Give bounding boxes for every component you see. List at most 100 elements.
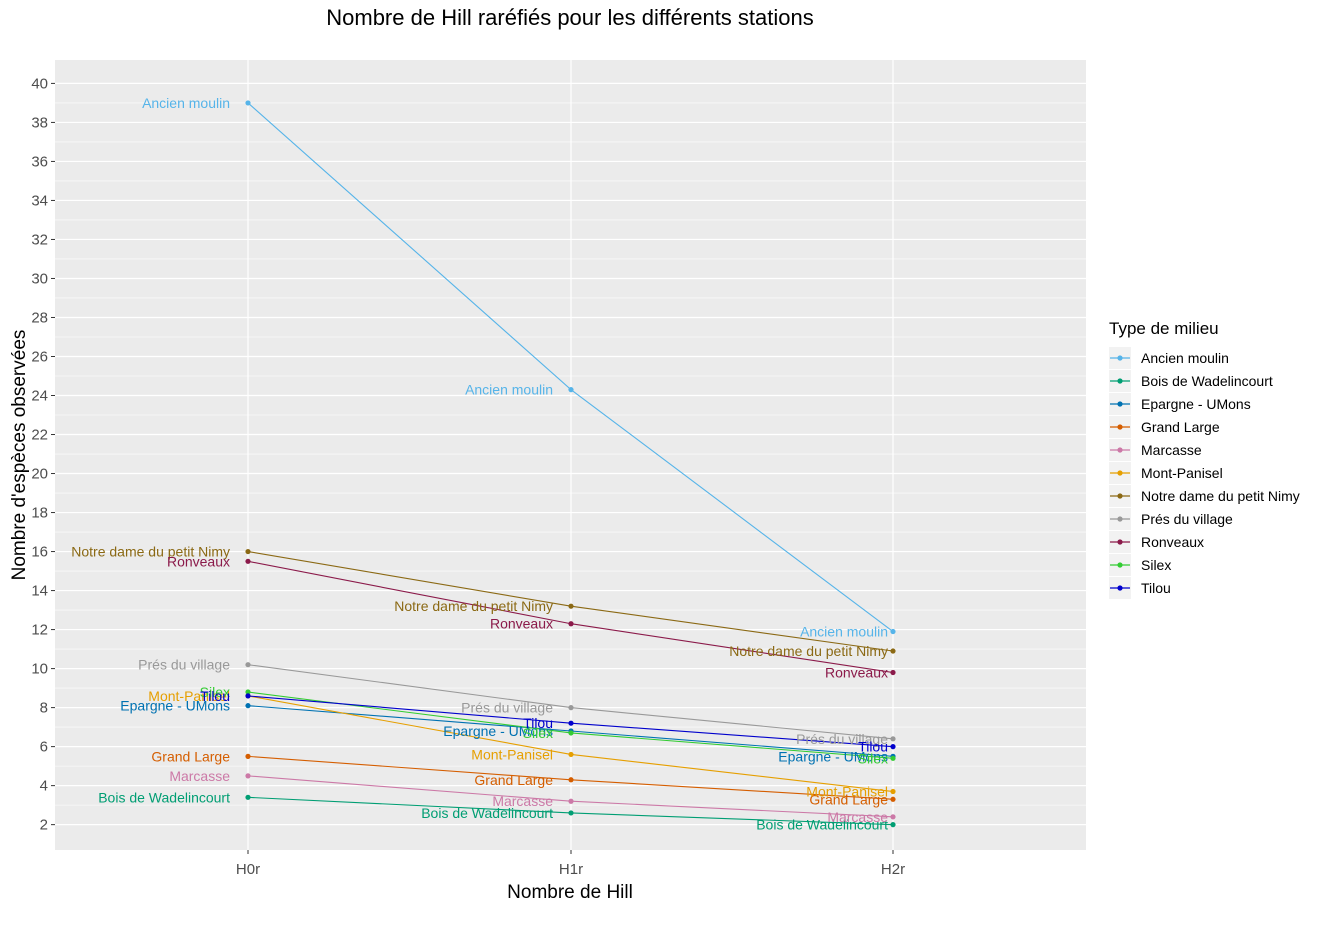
legend-label: Bois de Wadelincourt — [1141, 373, 1273, 389]
data-label: Prés du village — [796, 731, 888, 747]
data-point — [568, 603, 574, 609]
y-tick-label: 34 — [31, 192, 48, 209]
data-label: Ronveaux — [490, 616, 553, 632]
data-label: Notre dame du petit Nimy — [729, 643, 888, 659]
y-tick-label: 36 — [31, 153, 48, 170]
data-point — [245, 662, 251, 668]
y-tick-label: 14 — [31, 583, 48, 600]
y-tick-label: 24 — [31, 388, 48, 405]
y-tick-label: 26 — [31, 348, 48, 365]
data-point — [568, 720, 574, 726]
y-tick-label: 18 — [31, 505, 48, 522]
legend-item: Mont-Panisel — [1109, 462, 1223, 484]
data-point — [245, 753, 251, 759]
x-tick-label: H2r — [881, 861, 905, 878]
data-point — [568, 777, 574, 783]
legend-item: Silex — [1109, 554, 1171, 576]
legend-label: Tilou — [1141, 580, 1171, 596]
data-label: Epargne - UMons — [443, 723, 553, 739]
legend-item: Grand Large — [1109, 416, 1220, 438]
data-point — [568, 751, 574, 758]
data-point — [568, 730, 574, 736]
x-tick-label: H0r — [236, 861, 260, 878]
data-label: Grand Large — [809, 791, 888, 807]
data-label: Ronveaux — [167, 553, 230, 569]
legend-label: Grand Large — [1141, 419, 1220, 435]
data-point — [568, 810, 574, 816]
data-label: Marcasse — [827, 809, 888, 825]
data-label: Ancien moulin — [800, 624, 888, 640]
y-tick-label: 30 — [31, 270, 48, 287]
data-label: Ancien moulin — [142, 95, 230, 111]
data-point — [568, 387, 574, 393]
legend-key-point — [1117, 493, 1123, 499]
major-gridlines — [55, 60, 1086, 850]
data-point — [245, 558, 251, 564]
data-label: Marcasse — [492, 793, 553, 809]
data-label: Mont-Panisel — [471, 746, 553, 762]
data-point — [245, 773, 251, 779]
data-label: Silex — [858, 750, 888, 766]
data-label: Epargne - UMons — [120, 698, 230, 714]
y-axis-title: Nombre d'espèces observées — [9, 330, 30, 581]
data-point — [568, 621, 574, 627]
y-tick-label: 22 — [31, 427, 48, 444]
data-label: Prés du village — [461, 700, 553, 716]
x-axis: H0r H1r H2r — [236, 850, 905, 878]
y-tick-label: 20 — [31, 466, 48, 483]
legend-label: Prés du village — [1141, 511, 1233, 527]
data-point — [890, 788, 896, 795]
data-label: Tilou — [523, 715, 553, 731]
y-tick-label: 32 — [31, 231, 48, 248]
legend-label: Notre dame du petit Nimy — [1141, 488, 1300, 504]
data-point — [890, 669, 896, 676]
legend-label: Ronveaux — [1141, 534, 1204, 550]
legend-key-point — [1117, 401, 1123, 407]
y-tick-label: 10 — [31, 661, 48, 678]
legend-item: Marcasse — [1109, 439, 1202, 461]
y-tick-label: 28 — [31, 309, 48, 326]
data-point — [890, 822, 896, 828]
legend-key-point — [1117, 355, 1123, 361]
x-axis-title: Nombre de Hill — [507, 882, 633, 903]
data-point — [890, 744, 896, 750]
legend-label: Ancien moulin — [1141, 350, 1229, 366]
data-point — [245, 689, 251, 695]
data-label: Bois de Wadelincourt — [421, 805, 553, 821]
y-tick-label: 16 — [31, 544, 48, 561]
legend-label: Marcasse — [1141, 442, 1202, 458]
legend-key-point — [1117, 378, 1123, 384]
data-point — [245, 693, 251, 699]
legend-key-point — [1117, 539, 1123, 545]
data-label: Bois de Wadelincourt — [756, 817, 888, 833]
y-tick-label: 2 — [40, 817, 48, 834]
data-label: Silex — [200, 684, 230, 700]
legend-item: Tilou — [1109, 577, 1171, 599]
legend: Type de milieu Ancien moulin Bois de Wade… — [1109, 319, 1300, 599]
series-labels: Ancien moulin Ancien moulin Ancien moulin B… — [71, 95, 888, 833]
legend-key-point — [1117, 447, 1123, 453]
data-point — [245, 794, 251, 800]
y-tick-label: 8 — [40, 700, 48, 717]
data-point — [890, 814, 896, 820]
data-label: Mont-Panisel — [148, 688, 230, 704]
data-point — [890, 755, 896, 761]
data-label: Silex — [523, 725, 553, 741]
data-label: Ronveaux — [825, 664, 888, 680]
data-label: Bois de Wadelincourt — [98, 789, 230, 805]
data-point — [568, 705, 574, 711]
data-label: Tilou — [858, 739, 888, 755]
data-point — [890, 648, 896, 654]
legend-label: Silex — [1141, 557, 1171, 573]
x-tick-label: H1r — [559, 861, 583, 878]
data-label: Epargne - UMons — [778, 748, 888, 764]
series-points — [245, 100, 896, 828]
y-tick-label: 12 — [31, 622, 48, 639]
legend-label: Epargne - UMons — [1141, 396, 1251, 412]
data-point — [568, 798, 574, 804]
data-point — [245, 100, 251, 106]
legend-key-point — [1117, 516, 1123, 522]
data-label: Grand Large — [474, 772, 553, 788]
data-point — [890, 628, 896, 635]
